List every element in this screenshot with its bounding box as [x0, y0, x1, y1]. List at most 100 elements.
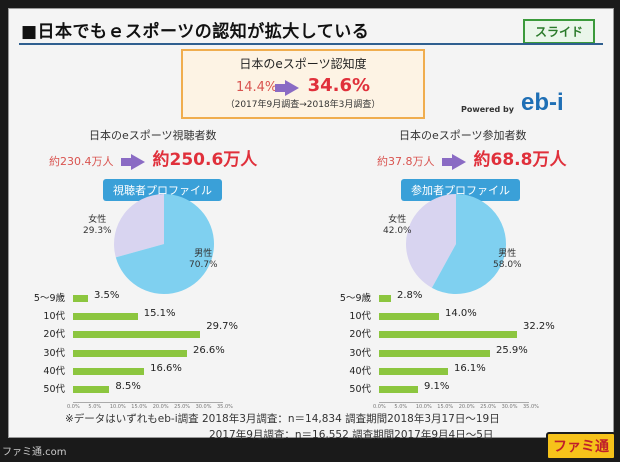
participants-male-value: 58.0% [493, 260, 522, 270]
participants-age-value: 16.1% [454, 362, 486, 374]
viewers-age-label: 10代 [43, 311, 65, 323]
viewers-male-text: 男性 [194, 249, 213, 259]
viewers-age-value: 8.5% [115, 381, 141, 392]
brand-logo: eb-i [521, 89, 564, 116]
viewers-age-label: 20代 [43, 329, 65, 341]
viewers-x-axis [73, 402, 223, 404]
participants-female-label: 女性 42.0% [383, 215, 412, 237]
participants-pie-slice-1 [431, 194, 506, 294]
slide: ■日本でもｅスポーツの認知が拡大している スライド 日本のeスポーツ認知度 14… [8, 8, 614, 441]
slide-title: ■日本でもｅスポーツの認知が拡大している [21, 22, 370, 42]
viewers-x-tick: 35.0% [217, 404, 233, 411]
awareness-values: 14.4% 34.6% [183, 75, 423, 96]
slide-badge: スライド [522, 19, 595, 44]
watermark-left: ファミ通.com [2, 447, 67, 458]
participants-values: 約37.8万人 約68.8万人 [377, 145, 566, 170]
participants-age-value: 25.9% [496, 344, 528, 356]
viewers-female-value: 29.3% [83, 226, 112, 236]
viewers-age-bar [73, 367, 145, 375]
viewers-x-tick: 0.0% [67, 404, 80, 411]
viewers-profile-pill: 視聴者プロファイル [103, 179, 222, 201]
viewers-age-label: 30代 [43, 347, 65, 359]
viewers-age-bar [73, 313, 138, 321]
participants-age-bar [379, 349, 490, 357]
title-divider [19, 43, 603, 45]
participants-x-tick: 30.0% [501, 404, 518, 411]
footnote-line-2: 2017年9月調査：n＝16,552 調査期間2017年9月4日～5日 [209, 429, 494, 441]
participants-age-label: 50代 [349, 384, 371, 395]
viewers-x-tick: 20.0% [152, 404, 169, 411]
participants-age-label: 5～9歳 [339, 293, 371, 304]
viewers-age-value: 26.6% [193, 344, 225, 356]
participants-age-bar [379, 386, 418, 393]
viewers-x-tick: 25.0% [174, 404, 191, 411]
viewers-age-bar [73, 331, 201, 339]
participants-female-value: 42.0% [383, 226, 412, 236]
participants-pie-slice-0 [406, 194, 456, 288]
participants-x-tick: 35.0% [523, 404, 539, 411]
participants-from: 約37.8万人 [377, 155, 435, 168]
participants-age-bar [379, 331, 517, 339]
viewers-pie-slice-0 [114, 194, 164, 258]
viewers-x-tick: 10.0% [109, 404, 126, 411]
viewers-female-text: 女性 [88, 215, 107, 225]
viewers-age-label: 40代 [43, 365, 65, 377]
viewers-x-tick: 5.0% [88, 404, 102, 411]
participants-age-bar [379, 295, 391, 302]
viewers-age-value: 29.7% [206, 321, 239, 333]
viewers-title: 日本のeスポーツ視聴者数 [89, 129, 217, 142]
viewers-age-bar [73, 295, 88, 302]
viewers-female-label: 女性 29.3% [83, 215, 112, 237]
participants-age-label: 30代 [349, 347, 371, 359]
viewers-gender-pie [114, 194, 215, 294]
participants-x-tick: 15.0% [437, 404, 454, 411]
participants-x-axis [379, 402, 529, 404]
viewers-age-label: 5～9歳 [33, 293, 65, 304]
viewers-age-value: 16.6% [150, 362, 182, 374]
participants-age-value: 32.2% [523, 321, 555, 333]
participants-male-text: 男性 [498, 249, 517, 259]
viewers-x-tick: 30.0% [195, 404, 212, 411]
participants-age-value: 14.0% [445, 308, 477, 320]
participants-male-label: 男性 58.0% [493, 249, 522, 271]
participants-age-label: 40代 [349, 365, 371, 377]
participants-female-text: 女性 [388, 215, 407, 225]
participants-title: 日本のeスポーツ参加者数 [399, 129, 527, 142]
participants-age-label: 20代 [349, 329, 371, 341]
awareness-title: 日本のeスポーツ認知度 [239, 57, 367, 71]
viewers-to: 約250.6万人 [152, 150, 258, 170]
viewers-age-value: 3.5% [94, 290, 120, 301]
awareness-from: 14.4% [235, 80, 278, 95]
participants-x-tick: 25.0% [480, 404, 497, 411]
viewers-pie-slice-1 [115, 194, 215, 294]
participants-x-tick: 5.0% [394, 404, 408, 411]
viewers-male-label: 男性 70.7% [189, 249, 218, 271]
awareness-note: （2017年9月調査→2018年3月調査） [225, 100, 381, 110]
arrow-right-icon [275, 79, 300, 96]
footnote-line-1: ※データはいずれもeb-i調査 2018年3月調査：n＝14,834 調査期間2… [65, 413, 500, 425]
participants-x-tick: 0.0% [373, 404, 386, 411]
participants-to: 約68.8万人 [473, 150, 567, 170]
powered-by-label: Powered by [461, 105, 514, 114]
participants-age-label: 10代 [349, 311, 371, 323]
arrow-right-icon [442, 154, 466, 170]
participants-profile-pill: 参加者プロファイル [401, 179, 520, 201]
viewers-values: 約230.4万人 約250.6万人 [49, 145, 257, 170]
participants-age-bar [379, 367, 448, 375]
participants-x-tick: 20.0% [458, 404, 475, 411]
awareness-to: 34.6% [307, 75, 371, 96]
viewers-age-label: 50代 [43, 384, 65, 395]
viewers-male-value: 70.7% [189, 260, 218, 270]
viewers-age-bar [73, 349, 187, 357]
viewers-age-value: 15.1% [143, 308, 176, 320]
participants-age-value: 2.8% [397, 290, 423, 301]
arrow-right-icon [121, 154, 145, 170]
participants-age-value: 9.1% [424, 381, 450, 392]
participants-x-tick: 10.0% [415, 404, 432, 411]
watermark-logo: ファミ通 [546, 432, 616, 460]
participants-gender-pie [406, 194, 506, 294]
viewers-age-bar [73, 386, 110, 393]
awareness-summary-box: 日本のeスポーツ認知度 14.4% 34.6% （2017年9月調査→2018年… [181, 49, 425, 119]
viewers-x-tick: 15.0% [131, 404, 148, 411]
viewers-from: 約230.4万人 [49, 155, 114, 168]
